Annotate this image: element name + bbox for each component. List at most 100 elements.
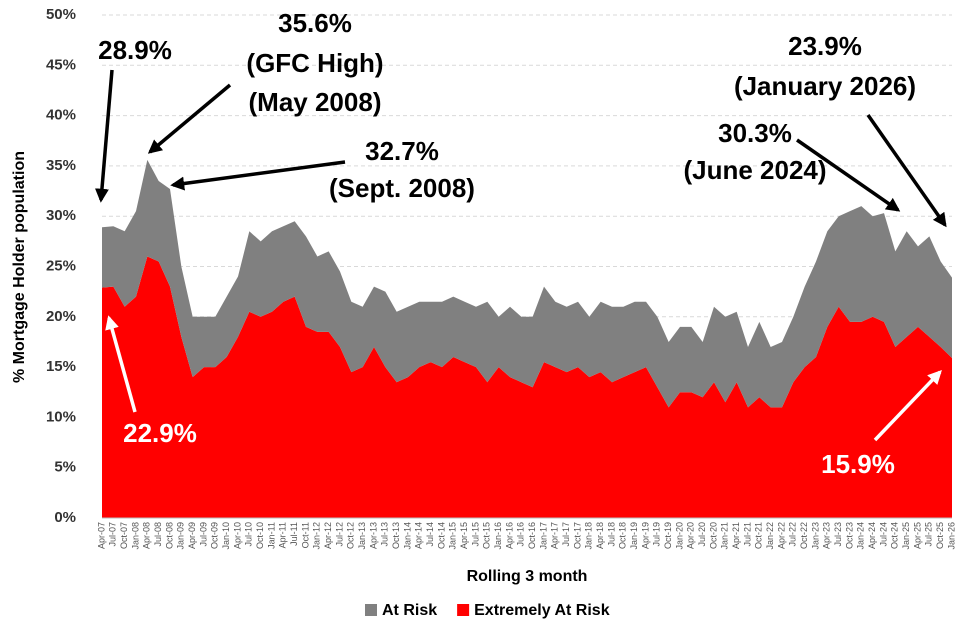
y-axis-label: % Mortgage Holder population bbox=[11, 151, 28, 383]
annotation: 22.9% bbox=[123, 418, 197, 448]
x-tick-label: Jan-15 bbox=[448, 522, 458, 550]
x-tick-label: Apr-25 bbox=[912, 522, 922, 549]
legend-swatch bbox=[457, 604, 470, 616]
x-tick-label: Jan-21 bbox=[720, 522, 730, 550]
x-tick-label: Oct-13 bbox=[391, 522, 401, 549]
x-tick-label: Oct-12 bbox=[346, 522, 356, 549]
x-tick-label: Jul-23 bbox=[833, 522, 843, 547]
x-tick-label: Jan-22 bbox=[765, 522, 775, 550]
x-tick-label: Apr-19 bbox=[640, 522, 650, 549]
x-tick-label: Apr-12 bbox=[323, 522, 333, 549]
y-tick-label: 35% bbox=[46, 157, 76, 174]
x-tick-label: Jan-26 bbox=[946, 522, 956, 550]
x-tick-label: Jan-09 bbox=[176, 522, 186, 550]
x-tick-label: Jul-22 bbox=[788, 522, 798, 547]
x-tick-label: Jan-17 bbox=[538, 522, 548, 550]
x-tick-label: Apr-15 bbox=[459, 522, 469, 549]
x-axis-label: Rolling 3 month bbox=[467, 568, 588, 585]
area bbox=[102, 256, 952, 518]
legend-swatch bbox=[365, 604, 377, 616]
annotation: (GFC High) bbox=[246, 48, 383, 78]
x-tick-label: Jul-21 bbox=[742, 522, 752, 547]
x-tick-label: Jul-10 bbox=[244, 522, 254, 547]
x-tick-label: Jul-07 bbox=[108, 522, 118, 547]
x-tick-label: Jan-14 bbox=[402, 522, 412, 550]
y-tick-label: 20% bbox=[46, 308, 76, 325]
x-tick-label: Oct-10 bbox=[255, 522, 265, 549]
x-tick-label: Apr-17 bbox=[550, 522, 560, 549]
area bbox=[102, 159, 952, 408]
x-tick-label: Oct-23 bbox=[844, 522, 854, 549]
annotation: 28.9% bbox=[98, 35, 172, 65]
annotation: (January 2026) bbox=[734, 71, 916, 101]
x-tick-label: Jul-15 bbox=[470, 522, 480, 547]
x-tick-label: Oct-19 bbox=[663, 522, 673, 549]
x-tick-label: Apr-14 bbox=[414, 522, 424, 549]
x-tick-label: Jan-25 bbox=[901, 522, 911, 550]
x-tick-label: Apr-16 bbox=[504, 522, 514, 549]
x-tick-label: Oct-25 bbox=[935, 522, 945, 549]
x-tick-label: Jul-25 bbox=[924, 522, 934, 547]
annotation-arrow bbox=[147, 83, 232, 154]
annotation: 23.9% bbox=[788, 31, 862, 61]
x-tick-label: Apr-18 bbox=[595, 522, 605, 549]
x-tick-label: Jan-24 bbox=[856, 522, 866, 550]
x-tick-label: Apr-10 bbox=[232, 522, 242, 549]
x-tick-label: Apr-13 bbox=[368, 522, 378, 549]
x-tick-label: Oct-22 bbox=[799, 522, 809, 549]
x-tick-label: Oct-17 bbox=[572, 522, 582, 549]
legend-label: At Risk bbox=[382, 602, 437, 619]
annotation: 32.7% bbox=[365, 136, 439, 166]
annotation-arrow bbox=[796, 138, 901, 212]
x-tick-label: Oct-21 bbox=[754, 522, 764, 549]
y-tick-label: 30% bbox=[46, 207, 76, 224]
annotation: 30.3% bbox=[718, 118, 792, 148]
annotation-arrow bbox=[105, 315, 137, 413]
x-tick-label: Jan-10 bbox=[221, 522, 231, 550]
x-tick-label: Jan-18 bbox=[584, 522, 594, 550]
x-tick-label: Oct-18 bbox=[618, 522, 628, 549]
x-tick-label: Oct-20 bbox=[708, 522, 718, 549]
x-tick-label: Jan-20 bbox=[674, 522, 684, 550]
y-tick-label: 40% bbox=[46, 107, 76, 124]
x-tick-label: Jul-13 bbox=[380, 522, 390, 547]
y-tick-label: 15% bbox=[46, 358, 76, 375]
y-tick-label: 25% bbox=[46, 257, 76, 274]
x-tick-label: Jan-23 bbox=[810, 522, 820, 550]
x-tick-label: Oct-16 bbox=[527, 522, 537, 549]
x-tick-label: Jan-08 bbox=[130, 522, 140, 550]
x-tick-label: Jul-12 bbox=[334, 522, 344, 547]
x-tick-label: Jul-14 bbox=[425, 522, 435, 547]
x-tick-label: Jul-24 bbox=[878, 522, 888, 547]
y-tick-label: 45% bbox=[46, 56, 76, 73]
annotation-arrow bbox=[94, 69, 114, 203]
x-tick-label: Oct-14 bbox=[436, 522, 446, 549]
legend-label: Extremely At Risk bbox=[474, 602, 610, 619]
x-tick-label: Oct-15 bbox=[482, 522, 492, 549]
x-tick-label: Apr-20 bbox=[686, 522, 696, 549]
x-tick-label: Apr-22 bbox=[776, 522, 786, 549]
x-tick-label: Apr-07 bbox=[96, 522, 106, 549]
x-tick-label: Apr-23 bbox=[822, 522, 832, 549]
x-tick-label: Jul-08 bbox=[153, 522, 163, 547]
x-tick-label: Jul-18 bbox=[606, 522, 616, 547]
x-tick-label: Jan-11 bbox=[266, 522, 276, 549]
x-tick-label: Oct-08 bbox=[164, 522, 174, 549]
x-tick-label: Apr-11 bbox=[278, 522, 288, 548]
x-tick-label: Jul-19 bbox=[652, 522, 662, 547]
x-tick-label: Jul-16 bbox=[516, 522, 526, 547]
y-tick-label: 5% bbox=[54, 459, 76, 476]
x-tick-label: Oct-24 bbox=[890, 522, 900, 549]
x-tick-label: Jan-19 bbox=[629, 522, 639, 550]
annotation: 15.9% bbox=[821, 449, 895, 479]
annotation-arrow bbox=[170, 160, 346, 191]
x-tick-label: Jul-17 bbox=[561, 522, 571, 547]
x-tick-label: Oct-07 bbox=[119, 522, 129, 549]
x-tick-label: Apr-09 bbox=[187, 522, 197, 549]
y-tick-label: 10% bbox=[46, 408, 76, 425]
annotation: (Sept. 2008) bbox=[329, 173, 475, 203]
annotation: (June 2024) bbox=[683, 155, 826, 185]
x-tick-label: Apr-24 bbox=[867, 522, 877, 549]
